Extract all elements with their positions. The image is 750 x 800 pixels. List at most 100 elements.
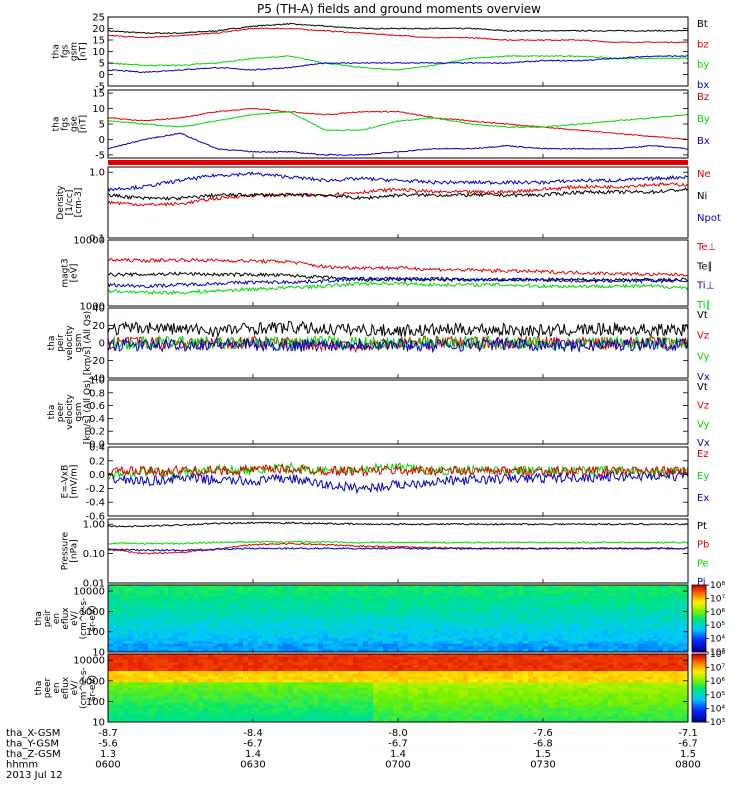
spectrogram-cell (158, 590, 164, 594)
spectrogram-cell (488, 640, 494, 645)
spectrogram-cell (298, 665, 304, 669)
spectrogram-cell (163, 685, 169, 689)
spectrogram-cell (193, 713, 199, 717)
spectrogram-cell (673, 601, 679, 605)
spectrogram-cell (258, 596, 264, 600)
spectrogram-cell (408, 643, 414, 647)
spectrogram-cell (148, 638, 154, 642)
spectrogram-cell (193, 719, 199, 723)
spectrogram-cell (618, 615, 624, 619)
spectrogram-cell (388, 710, 394, 714)
spectrogram-cell (438, 601, 444, 605)
spectrogram-cell (528, 621, 534, 625)
spectrogram-cell (593, 604, 599, 608)
spectrogram-cell (453, 598, 459, 603)
spectrogram-cell (373, 673, 379, 678)
spectrogram-cell (353, 601, 359, 605)
spectrogram-cell (408, 690, 414, 695)
spectrogram-cell (363, 604, 369, 608)
spectrogram-cell (388, 693, 394, 697)
spectrogram-cell (583, 610, 589, 614)
spectrogram-cell (128, 601, 134, 605)
spectrogram-cell (198, 646, 204, 650)
spectrogram-cell (163, 696, 169, 700)
spectrogram-cell (493, 665, 499, 669)
spectrogram-cell (228, 659, 234, 663)
spectrogram-cell (233, 716, 239, 720)
spectrogram-cell (293, 585, 299, 589)
spectrogram-cell (138, 643, 144, 647)
spectrogram-cell (328, 705, 334, 709)
spectrogram-cell (173, 719, 179, 723)
spectrogram-cell (338, 656, 344, 661)
spectrogram-cell (168, 598, 174, 603)
spectrogram-cell (573, 646, 579, 650)
spectrogram-cell (433, 629, 439, 633)
spectrogram-cell (113, 688, 119, 692)
spectrogram-cell (383, 646, 389, 650)
spectrogram-cell (388, 638, 394, 642)
spectrogram-cell (248, 632, 254, 636)
spectrogram-cell (383, 590, 389, 594)
spectrogram-cell (278, 612, 284, 617)
spectrogram-cell (593, 643, 599, 647)
spectrogram-cell (208, 590, 214, 594)
spectrogram-cell (623, 635, 629, 639)
spectrogram-cell (363, 632, 369, 636)
spectrogram-cell (208, 618, 214, 622)
spectrogram-cell (478, 702, 484, 706)
spectrogram-cell (343, 707, 349, 712)
spectrogram-cell (293, 593, 299, 597)
spectrogram-cell (568, 629, 574, 633)
spectrogram-cell (198, 668, 204, 672)
spectrogram-cell (268, 668, 274, 672)
spectrogram-cell (253, 607, 259, 611)
spectrogram-cell (438, 656, 444, 661)
spectrogram-cell (588, 587, 594, 591)
spectrogram-cell (608, 610, 614, 614)
spectrogram-cell (208, 705, 214, 709)
spectrogram-cell (678, 640, 684, 645)
spectrogram-cell (458, 690, 464, 695)
spectrogram-cell (388, 629, 394, 633)
spectrogram-cell (203, 629, 209, 633)
spectrogram-cell (408, 676, 414, 680)
spectrogram-cell (643, 590, 649, 594)
spectrogram-cell (358, 690, 364, 695)
y-tick-label: 0.4 (89, 443, 105, 454)
spectrogram-cell (563, 640, 569, 645)
spectrogram-cell (178, 649, 184, 653)
spectrogram-cell (618, 621, 624, 625)
spectrogram-cell (133, 719, 139, 723)
spectrogram-cell (518, 643, 524, 647)
spectrogram-cell (148, 596, 154, 600)
spectrogram-cell (613, 612, 619, 617)
spectrogram-cell (553, 624, 559, 628)
spectrogram-cell (423, 705, 429, 709)
spectrogram-cell (183, 671, 189, 675)
spectrogram-cell (378, 671, 384, 675)
spectrogram-cell (368, 596, 374, 600)
spectrogram-cell (463, 646, 469, 650)
spectrogram-cell (228, 593, 234, 597)
spectrogram-cell (268, 604, 274, 608)
spectrogram-cell (613, 596, 619, 600)
spectrogram-cell (518, 629, 524, 633)
spectrogram-cell (223, 646, 229, 650)
spectrogram-cell (683, 643, 689, 647)
colorbar-swatch (692, 605, 706, 608)
spectrogram-cell (163, 587, 169, 591)
spectrogram-cell (423, 612, 429, 617)
spectrogram-cell (473, 710, 479, 714)
spectrogram-cell (428, 685, 434, 689)
spectrogram-cell (123, 693, 129, 697)
spectrogram-cell (678, 604, 684, 608)
spectrogram-cell (113, 590, 119, 594)
spectrogram-cell (213, 671, 219, 675)
spectrogram-cell (578, 590, 584, 594)
spectrogram-cell (273, 598, 279, 603)
spectrogram-cell (398, 713, 404, 717)
spectrogram-cell (678, 596, 684, 600)
spectrogram-cell (308, 610, 314, 614)
spectrogram-cell (243, 640, 249, 645)
